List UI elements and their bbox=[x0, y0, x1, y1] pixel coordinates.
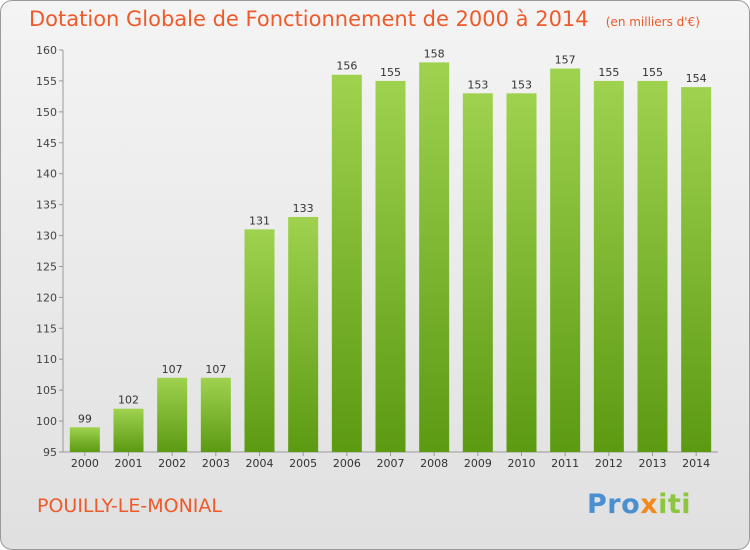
y-tick-label: 120 bbox=[36, 291, 57, 304]
bar-value-label: 156 bbox=[336, 60, 357, 73]
y-tick-label: 100 bbox=[36, 415, 57, 428]
bar-value-label: 133 bbox=[293, 202, 314, 215]
x-tick-label: 2012 bbox=[595, 457, 623, 470]
bar-value-label: 102 bbox=[118, 394, 139, 407]
x-tick-label: 2007 bbox=[377, 457, 405, 470]
bar-value-label: 153 bbox=[511, 78, 532, 91]
bar-value-label: 155 bbox=[642, 66, 663, 79]
y-tick-label: 130 bbox=[36, 230, 57, 243]
y-tick-label: 140 bbox=[36, 168, 57, 181]
bar-value-label: 131 bbox=[249, 214, 270, 227]
x-tick-label: 2004 bbox=[246, 457, 274, 470]
logo-letter: i bbox=[681, 489, 692, 520]
bar bbox=[375, 80, 406, 452]
proxiti-logo: Proxiti bbox=[587, 489, 691, 520]
bar bbox=[113, 408, 144, 452]
y-tick-label: 110 bbox=[36, 353, 57, 366]
bar-value-label: 153 bbox=[467, 78, 488, 91]
bar-value-label: 155 bbox=[598, 66, 619, 79]
x-tick-label: 2001 bbox=[115, 457, 143, 470]
y-tick-label: 105 bbox=[36, 384, 57, 397]
bar-value-label: 154 bbox=[686, 72, 707, 85]
x-tick-label: 2005 bbox=[289, 457, 317, 470]
bar bbox=[288, 216, 319, 452]
bar bbox=[200, 377, 231, 452]
bar bbox=[419, 62, 450, 452]
x-tick-label: 2014 bbox=[682, 457, 710, 470]
bar bbox=[637, 80, 668, 452]
y-tick-label: 135 bbox=[36, 199, 57, 212]
logo-letter: P bbox=[587, 489, 608, 520]
y-tick-label: 145 bbox=[36, 137, 57, 150]
y-tick-label: 95 bbox=[43, 446, 57, 459]
bar bbox=[681, 87, 712, 452]
x-tick-label: 2006 bbox=[333, 457, 361, 470]
bar-value-label: 155 bbox=[380, 66, 401, 79]
bar-value-label: 99 bbox=[78, 412, 92, 425]
x-tick-label: 2003 bbox=[202, 457, 230, 470]
bar-value-label: 107 bbox=[162, 363, 183, 376]
bar bbox=[506, 93, 537, 453]
bar bbox=[593, 80, 624, 452]
bar bbox=[157, 377, 188, 452]
chart-unit: (en milliers d'€) bbox=[605, 15, 700, 29]
bar-value-label: 157 bbox=[555, 54, 576, 67]
logo-letter: o bbox=[621, 489, 641, 520]
x-tick-label: 2008 bbox=[420, 457, 448, 470]
bar bbox=[462, 93, 493, 453]
bar bbox=[69, 427, 100, 452]
logo-letter: r bbox=[607, 489, 622, 520]
logo-letter: x bbox=[640, 489, 659, 520]
chart-title: Dotation Globale de Fonctionnement de 20… bbox=[29, 7, 589, 31]
y-tick-label: 160 bbox=[36, 44, 57, 57]
x-tick-label: 2013 bbox=[639, 457, 667, 470]
y-tick-label: 125 bbox=[36, 260, 57, 273]
chart-title-row: Dotation Globale de Fonctionnement de 20… bbox=[29, 7, 700, 31]
bar bbox=[244, 229, 275, 452]
x-tick-label: 2000 bbox=[71, 457, 99, 470]
bar bbox=[550, 68, 581, 453]
bar-value-label: 107 bbox=[205, 363, 226, 376]
bar-value-label: 158 bbox=[424, 47, 445, 60]
y-tick-label: 155 bbox=[36, 75, 57, 88]
bar bbox=[331, 74, 362, 452]
x-tick-label: 2009 bbox=[464, 457, 492, 470]
x-tick-label: 2002 bbox=[158, 457, 186, 470]
y-tick-label: 115 bbox=[36, 322, 57, 335]
x-tick-label: 2011 bbox=[551, 457, 579, 470]
y-tick-label: 150 bbox=[36, 106, 57, 119]
logo-letter: i bbox=[658, 489, 668, 520]
commune-name: POUILLY-LE-MONIAL bbox=[37, 495, 222, 517]
x-tick-label: 2010 bbox=[508, 457, 536, 470]
logo-letter: t bbox=[667, 489, 682, 520]
